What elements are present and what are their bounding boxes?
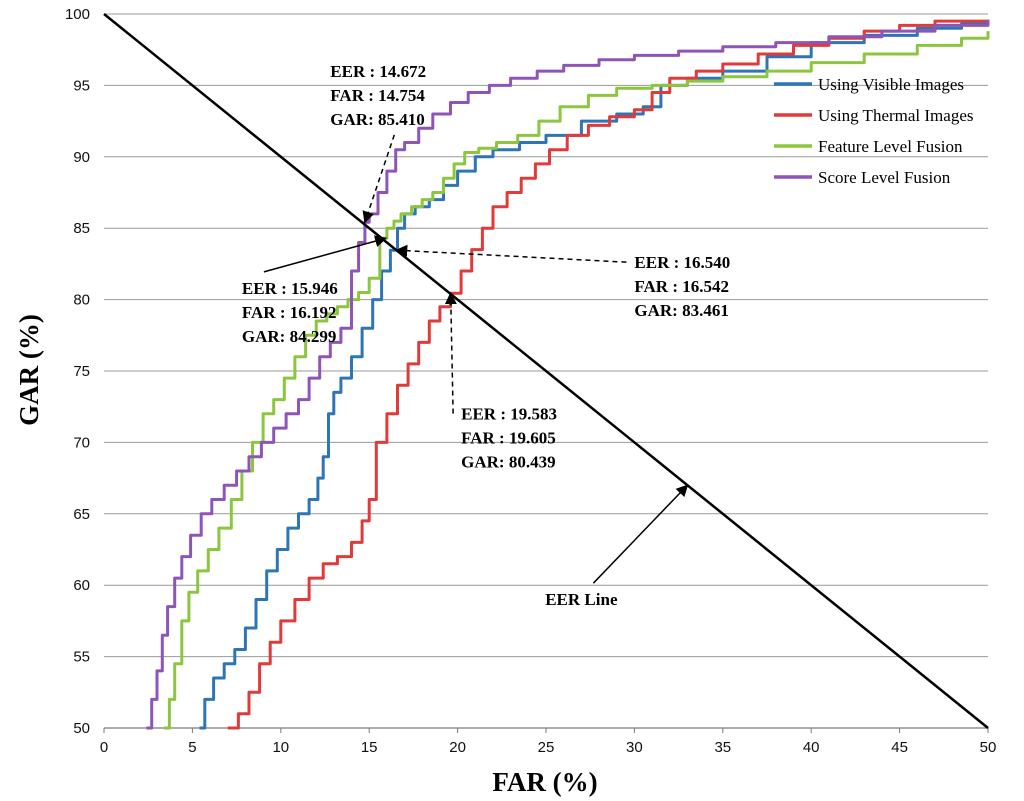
x-axis-title: FAR (%) (492, 767, 597, 797)
y-tick-60: 60 (73, 577, 90, 594)
legend-label-0: Using Visible Images (818, 75, 964, 94)
annotation-2-line-0: EER : 15.946 (242, 279, 338, 298)
y-tick-65: 65 (73, 506, 90, 523)
x-tick-50: 50 (980, 739, 997, 756)
annotation-3-line-0: EER : 19.583 (461, 405, 557, 424)
x-tick-15: 15 (361, 739, 378, 756)
annotation-2-line-2: GAR: 84.299 (242, 327, 336, 346)
y-tick-90: 90 (73, 149, 90, 166)
annotation-3-line-1: FAR : 19.605 (461, 429, 556, 448)
x-tick-5: 5 (188, 739, 196, 756)
legend-label-3: Score Level Fusion (818, 168, 951, 187)
legend-label-2: Feature Level Fusion (818, 137, 963, 156)
annotation-3-line-2: GAR: 80.439 (461, 453, 555, 472)
y-axis-title: GAR (%) (14, 314, 44, 426)
x-tick-0: 0 (100, 739, 108, 756)
x-tick-35: 35 (714, 739, 731, 756)
x-tick-25: 25 (538, 739, 555, 756)
annotations: EER : 14.672 FAR : 14.754 GAR: 85.410 EER :… (242, 62, 730, 609)
eer-line (103, 13, 989, 729)
annotation-4-arrow (592, 484, 689, 584)
annotation-1-line-1: FAR : 16.542 (634, 277, 729, 296)
legend-label-1: Using Thermal Images (818, 106, 973, 125)
y-tick-85: 85 (73, 220, 90, 237)
y-tick-75: 75 (73, 363, 90, 380)
annotation-2-arrow (263, 235, 388, 273)
annotation-4-line-0: EER Line (545, 590, 618, 609)
y-tick-50: 50 (73, 720, 90, 737)
annotation-0-line-2: GAR: 85.410 (330, 110, 424, 129)
y-tick-55: 55 (73, 649, 90, 666)
annotation-1-arrow (395, 244, 627, 263)
y-tick-80: 80 (73, 292, 90, 309)
legend: Using Visible Images Using Thermal Images… (774, 75, 973, 187)
y-tick-100: 100 (65, 6, 90, 23)
series-line-using-thermal-images (227, 19, 990, 730)
annotation-1-line-0: EER : 16.540 (634, 253, 730, 272)
eer-line-layer (103, 13, 989, 729)
series-line-score-level-fusion (146, 19, 990, 730)
x-tick-30: 30 (626, 739, 643, 756)
x-tick-45: 45 (891, 739, 908, 756)
x-tick-40: 40 (803, 739, 820, 756)
x-tick-10: 10 (272, 739, 289, 756)
x-tick-20: 20 (449, 739, 466, 756)
annotation-3-arrow (444, 292, 457, 414)
plot-area (146, 19, 990, 730)
annotation-0-line-1: FAR : 14.754 (330, 86, 425, 105)
annotation-2-line-1: FAR : 16.192 (242, 303, 337, 322)
annotation-0-line-0: EER : 14.672 (330, 62, 426, 81)
series-line-feature-level-fusion (164, 31, 990, 730)
annotation-0-arrow (362, 134, 396, 224)
y-tick-95: 95 (73, 77, 90, 94)
axes: 50 55 60 65 70 75 80 85 90 95 100 0 5 10 15 20 25 30 35 40 4… (65, 6, 996, 756)
annotation-1-line-2: GAR: 83.461 (634, 301, 728, 320)
y-tick-70: 70 (73, 434, 90, 451)
series-line-using-visible-images (199, 21, 990, 730)
